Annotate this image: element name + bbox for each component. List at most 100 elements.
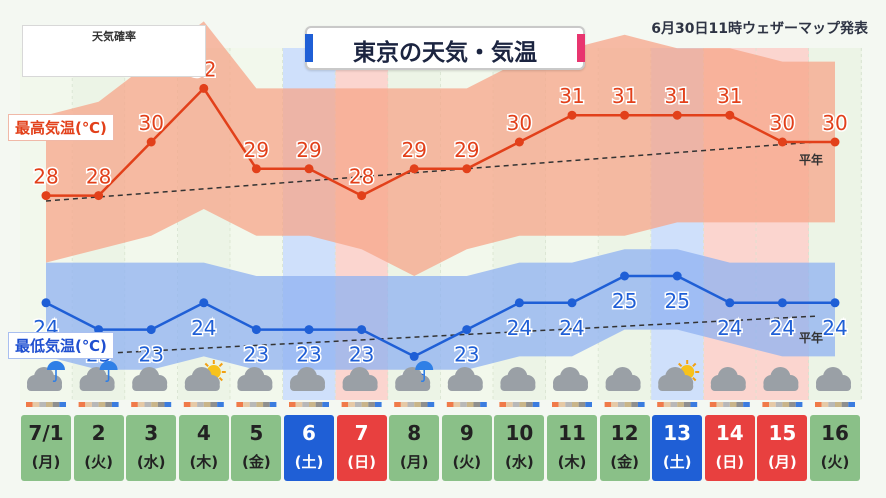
cloud-icon-12 [658,367,694,391]
date-tile-8: 9 (火) [441,415,492,481]
prob-bar-seg-3-1 [190,402,198,407]
high-value-label-0: 28 [33,165,58,189]
day-of-week: (火) [820,453,850,471]
prob-bar-seg-14-1 [769,402,776,407]
prob-bar-seg-3-5 [217,402,224,407]
day-of-week: (金) [242,453,271,471]
prob-bar-seg-13-4 [736,402,744,407]
day-of-week: (金) [610,453,639,471]
prob-bar-seg-5-1 [295,402,303,407]
issued-timestamp: 6月30日11時ウェザーマップ発表 [651,21,868,37]
prob-bar-seg-7-0 [394,402,401,407]
low-point-0 [41,298,51,308]
prob-bar-seg-4-0 [236,402,244,407]
legend-title: 天気確率 [92,30,136,43]
umbrella-icon-0 [47,361,65,383]
low-point-6 [357,325,367,335]
date-number: 11 [558,421,586,445]
high-point-5 [304,164,314,174]
prob-bar-seg-3-3 [203,402,211,407]
high-value-label-2: 30 [138,111,163,135]
date-number: 6 [302,421,316,445]
cloud-icon-6 [342,367,378,391]
umbrella-icon-7 [415,361,434,383]
high-point-1 [94,191,104,201]
high-value-label-8: 29 [454,138,479,162]
low-value-label-4: 23 [244,343,269,367]
prob-bar-seg-5-4 [315,402,323,407]
high-point-9 [514,137,524,147]
day-of-week: (月) [768,453,797,471]
cloud-icon-7 [395,367,431,391]
high-point-4 [251,164,261,174]
date-number: 3 [144,421,159,445]
high-point-7 [409,164,419,174]
prob-bar-seg-14-2 [775,402,783,407]
cloud-icon-3 [184,367,220,391]
prob-bar-seg-6-3 [361,402,369,407]
prob-bar-seg-1-5 [111,402,119,407]
prob-bar-seg-13-0 [709,402,717,407]
prob-bar-seg-11-0 [604,402,612,407]
prob-bar-seg-4-5 [269,402,277,407]
low-point-4 [251,325,261,335]
date-tile-13: 14 (日) [704,415,755,481]
low-point-12 [672,271,682,281]
prob-bar-seg-10-4 [578,402,586,407]
date-number: 13 [663,421,692,445]
low-point-8 [462,325,472,335]
day-of-week: (土) [662,453,692,471]
date-tile-3: 4 (木) [178,415,229,481]
page-title: 東京の天気・気温 [353,40,537,66]
prob-bar-seg-14-5 [795,402,803,407]
prob-bar-seg-9-1 [506,402,513,407]
prob-bar-seg-8-3 [466,402,474,407]
high-point-13 [725,110,735,120]
prob-bar-seg-11-5 [637,402,645,407]
prob-bar-seg-10-0 [552,402,559,407]
prob-bar-seg-4-2 [249,402,257,407]
prob-bar-seg-1-4 [105,402,112,407]
prob-bar-seg-0-0 [26,402,33,407]
prob-bar-seg-12-0 [657,402,664,407]
prob-bar-seg-10-1 [558,402,566,407]
high-value-label-12: 31 [664,84,689,108]
low-value-label-12: 25 [664,289,689,313]
date-number: 10 [505,421,534,445]
prob-bar-seg-0-1 [32,402,40,407]
prob-bar-seg-9-2 [512,402,520,407]
cloud-icon-8 [447,367,483,391]
low-point-3 [199,298,209,308]
high-value-label-14: 30 [770,111,795,135]
prob-bar-seg-6-1 [348,402,355,407]
prob-bar-seg-8-5 [480,402,487,407]
date-tile-15: 16 (火) [810,415,860,481]
prob-bar-seg-4-1 [243,402,250,407]
low-value-label-6: 23 [349,343,374,367]
prob-bar-seg-1-1 [85,402,92,407]
high-temp-label: 最高気温(℃) [8,114,114,141]
date-number: 8 [407,421,422,445]
normal-low-line [45,315,816,358]
prob-bar-seg-5-0 [289,402,296,407]
low-value-label-11: 25 [612,289,637,313]
date-tile-5: 6 (土) [284,415,334,481]
title-accent-left [305,34,313,62]
low-value-label-9: 24 [507,316,532,340]
high-point-15 [830,137,840,147]
high-value-label-4: 29 [244,138,269,162]
prob-bar-seg-11-3 [624,402,632,407]
date-number: 7/1 [28,421,64,445]
prob-bar-seg-6-0 [341,402,349,407]
normal-high-line [45,141,816,202]
prob-bar-seg-11-4 [631,402,638,407]
high-value-label-7: 29 [401,138,426,162]
prob-bar-seg-13-3 [729,402,737,407]
high-value-label-6: 28 [349,165,374,189]
prob-bar-seg-2-5 [164,402,172,407]
prob-bar-seg-15-3 [835,402,842,407]
high-point-3 [199,83,209,93]
date-tile-14: 15 (月) [757,415,808,481]
date-tile-6: 7 (日) [336,415,387,481]
